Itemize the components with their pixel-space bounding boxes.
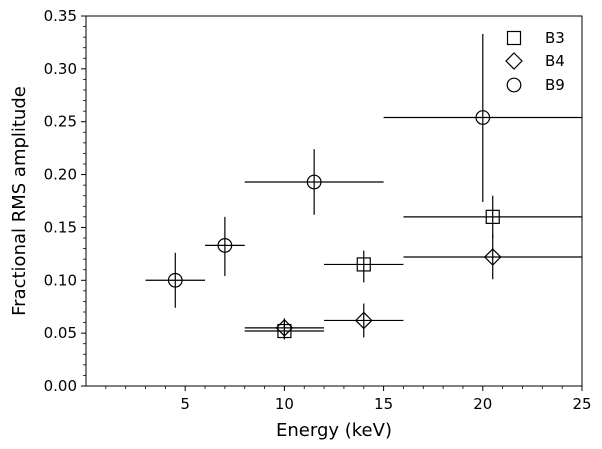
legend-marker-b9 bbox=[506, 77, 522, 93]
legend: B3 B4 B9 bbox=[505, 29, 565, 94]
y-tick-label: 0.35 bbox=[44, 7, 77, 25]
b9-point bbox=[167, 272, 183, 288]
b4-point bbox=[483, 248, 502, 266]
b9-point bbox=[475, 110, 491, 125]
b4-point bbox=[275, 319, 294, 337]
y-axis-label: Fractional RMS amplitude bbox=[9, 86, 30, 316]
legend-marker-b4 bbox=[505, 52, 523, 70]
b4-point bbox=[354, 311, 373, 330]
legend-marker-b3 bbox=[506, 30, 522, 46]
x-tick-label: 25 bbox=[572, 395, 591, 413]
ticks-layer: 5 10 15 20 25 0.00 0.05 0.10 0.15 0.20 0.25 0.30 0.3… bbox=[44, 7, 592, 413]
markers-layer bbox=[167, 110, 502, 339]
legend-label-b4: B4 bbox=[545, 52, 565, 70]
y-tick-label: 0.15 bbox=[44, 218, 77, 236]
x-tick-label: 15 bbox=[374, 395, 393, 413]
x-tick-label: 20 bbox=[473, 395, 492, 413]
b9-point bbox=[217, 237, 233, 253]
b3-point bbox=[356, 257, 371, 272]
y-tick-label: 0.25 bbox=[44, 113, 77, 131]
y-tick-label: 0.30 bbox=[44, 60, 77, 78]
legend-label-b9: B9 bbox=[545, 76, 565, 94]
x-axis-label: Energy (keV) bbox=[276, 420, 392, 441]
y-tick-label: 0.00 bbox=[44, 377, 77, 395]
b3-point bbox=[485, 209, 500, 224]
y-tick-label: 0.10 bbox=[44, 271, 77, 289]
x-tick-label: 10 bbox=[275, 395, 294, 413]
plot-frame bbox=[85, 15, 583, 387]
legend-label-b3: B3 bbox=[545, 29, 565, 47]
b9-point bbox=[306, 174, 322, 190]
y-tick-label: 0.20 bbox=[44, 166, 77, 184]
x-tick-label: 5 bbox=[180, 395, 190, 413]
errorbars-layer bbox=[145, 33, 582, 340]
b3-point bbox=[277, 323, 292, 339]
y-tick-label: 0.05 bbox=[44, 324, 77, 342]
